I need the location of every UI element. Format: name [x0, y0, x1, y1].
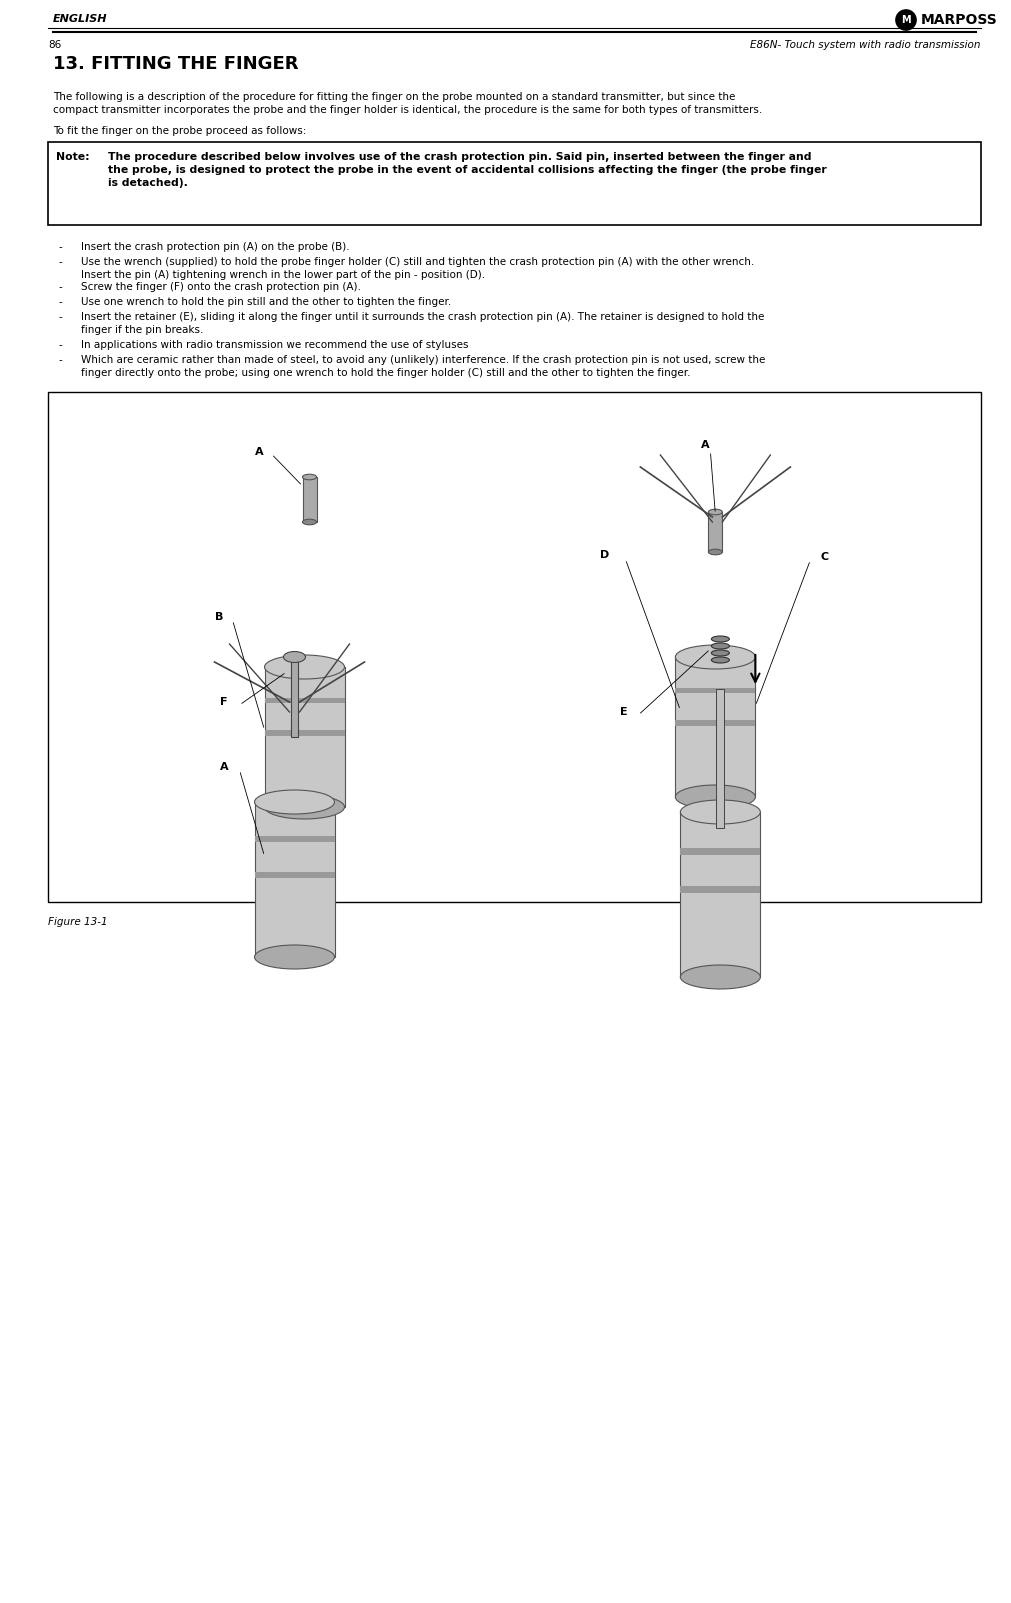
Text: 86: 86: [48, 40, 62, 50]
Ellipse shape: [712, 643, 729, 649]
Text: -: -: [58, 313, 62, 322]
Text: Use the wrench (supplied) to hold the probe finger holder (C) still and tighten : Use the wrench (supplied) to hold the pr…: [81, 256, 754, 281]
Text: Which are ceramic rather than made of steel, to avoid any (unlikely) interferenc: Which are ceramic rather than made of st…: [81, 354, 765, 378]
Ellipse shape: [283, 651, 305, 662]
Ellipse shape: [680, 800, 760, 824]
Ellipse shape: [265, 795, 345, 819]
Text: MARPOSS: MARPOSS: [921, 13, 998, 27]
Text: Insert the retainer (E), sliding it along the finger until it surrounds the cras: Insert the retainer (E), sliding it alon…: [81, 313, 764, 335]
Ellipse shape: [680, 965, 760, 989]
Bar: [291, 657, 298, 737]
Ellipse shape: [709, 510, 723, 515]
Bar: [675, 720, 755, 726]
Ellipse shape: [712, 657, 729, 664]
Text: A: A: [219, 761, 228, 773]
Bar: [265, 697, 345, 704]
Text: The following is a description of the procedure for fitting the finger on the pr: The following is a description of the pr…: [53, 91, 762, 115]
Ellipse shape: [709, 550, 723, 555]
Text: -: -: [58, 340, 62, 349]
Ellipse shape: [265, 656, 345, 680]
Bar: [255, 872, 335, 878]
Text: -: -: [58, 242, 62, 252]
Text: F: F: [219, 697, 227, 707]
Text: Insert the crash protection pin (A) on the probe (B).: Insert the crash protection pin (A) on t…: [81, 242, 350, 252]
Bar: [265, 729, 345, 736]
Text: In applications with radio transmission we recommend the use of styluses: In applications with radio transmission …: [81, 340, 468, 349]
Text: 13. FITTING THE FINGER: 13. FITTING THE FINGER: [53, 55, 298, 74]
Text: E: E: [621, 707, 628, 717]
Ellipse shape: [255, 946, 335, 968]
Text: D: D: [601, 550, 610, 559]
Bar: [675, 657, 755, 797]
Text: B: B: [214, 612, 222, 622]
Text: E86N- Touch system with radio transmission: E86N- Touch system with radio transmissi…: [750, 40, 981, 50]
Bar: [680, 886, 760, 893]
Text: A: A: [255, 447, 263, 457]
Bar: [675, 688, 755, 694]
Text: Note:: Note:: [56, 152, 90, 162]
Bar: [709, 511, 723, 551]
Text: Use one wrench to hold the pin still and the other to tighten the finger.: Use one wrench to hold the pin still and…: [81, 297, 451, 308]
Text: Screw the finger (F) onto the crash protection pin (A).: Screw the finger (F) onto the crash prot…: [81, 282, 361, 292]
Bar: [680, 813, 760, 976]
Text: -: -: [58, 282, 62, 292]
Bar: [255, 837, 335, 842]
FancyArrowPatch shape: [751, 654, 759, 681]
Text: -: -: [58, 297, 62, 308]
Bar: [255, 802, 335, 957]
Text: To fit the finger on the probe proceed as follows:: To fit the finger on the probe proceed a…: [53, 127, 306, 136]
Bar: [717, 689, 724, 829]
Text: -: -: [58, 354, 62, 365]
Bar: [48, 143, 981, 224]
Ellipse shape: [712, 649, 729, 656]
Text: M: M: [901, 14, 911, 26]
Text: Figure 13-1: Figure 13-1: [48, 917, 107, 927]
Ellipse shape: [302, 519, 316, 524]
Ellipse shape: [675, 785, 755, 810]
Text: The procedure described below involves use of the crash protection pin. Said pin: The procedure described below involves u…: [108, 152, 827, 188]
Bar: [265, 667, 345, 806]
Bar: [48, 393, 981, 902]
Ellipse shape: [712, 636, 729, 641]
Ellipse shape: [255, 790, 335, 814]
Text: ENGLISH: ENGLISH: [53, 14, 107, 24]
Bar: [680, 848, 760, 854]
Ellipse shape: [302, 474, 316, 479]
Text: C: C: [820, 551, 828, 563]
Ellipse shape: [896, 10, 916, 30]
Bar: [302, 478, 316, 523]
Ellipse shape: [675, 644, 755, 668]
Text: -: -: [58, 256, 62, 268]
Text: A: A: [701, 439, 710, 450]
